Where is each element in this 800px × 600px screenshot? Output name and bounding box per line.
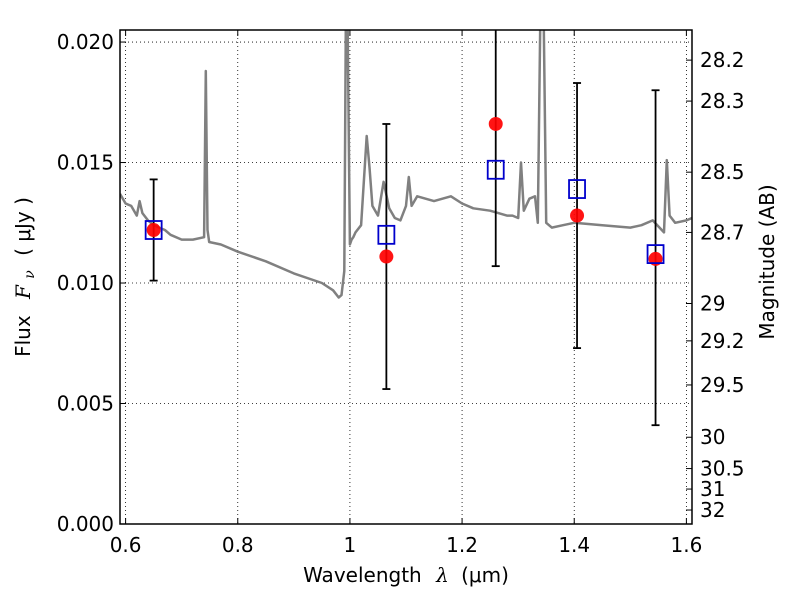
y-tick-label: 0.020 — [57, 30, 114, 54]
y2-tick-label: 28.3 — [700, 89, 745, 113]
y-tick-label: 0.000 — [57, 512, 114, 536]
y2-tick-label: 28.2 — [700, 48, 745, 72]
x-tick-label: 1.2 — [446, 533, 478, 557]
template-spectrum-line — [120, 30, 692, 299]
axis-ticks: 0.6 0.8 1 1.2 1.4 1.6 0.000 0.005 0.010 0.015 0.02… — [57, 30, 745, 557]
y2-tick-label: 29.2 — [700, 329, 745, 353]
x-axis-label: Wavelength λ (μm) — [303, 563, 509, 587]
y-axis-label: Flux F ν ( μJy ) — [11, 197, 39, 357]
x-tick-label: 1 — [344, 533, 357, 557]
observed-flux-point — [570, 208, 585, 223]
y2-tick-label: 31 — [700, 477, 725, 501]
model-flux-point — [377, 224, 396, 245]
y2-tick-label: 30 — [700, 425, 725, 449]
y2-tick-label: 30.5 — [700, 457, 745, 481]
y-tick-label: 0.010 — [57, 271, 114, 295]
plot-area — [120, 30, 692, 427]
x-tick-label: 1.6 — [670, 533, 702, 557]
y2-tick-label: 28.5 — [700, 160, 745, 184]
axes-frame — [119, 29, 693, 525]
x-tick-label: 1.4 — [558, 533, 590, 557]
y-tick-label: 0.015 — [57, 151, 114, 175]
observed-flux-point — [146, 223, 161, 238]
y2-tick-label: 32 — [700, 498, 725, 522]
x-tick-label: 0.8 — [222, 533, 254, 557]
y2-axis-label: Magnitude (AB) — [755, 184, 779, 339]
model-flux-point — [568, 179, 586, 199]
model-flux-point — [646, 244, 665, 265]
y2-tick-label: 29.5 — [700, 373, 745, 397]
model-flux-point — [144, 220, 163, 240]
model-flux-point — [486, 159, 505, 180]
y2-tick-label: 29 — [700, 292, 725, 316]
x-tick-label: 0.6 — [110, 533, 142, 557]
y2-tick-label: 28.7 — [700, 220, 745, 244]
y-tick-label: 0.005 — [57, 392, 114, 416]
observed-flux-point — [379, 249, 394, 264]
observed-flux-point — [488, 116, 503, 131]
